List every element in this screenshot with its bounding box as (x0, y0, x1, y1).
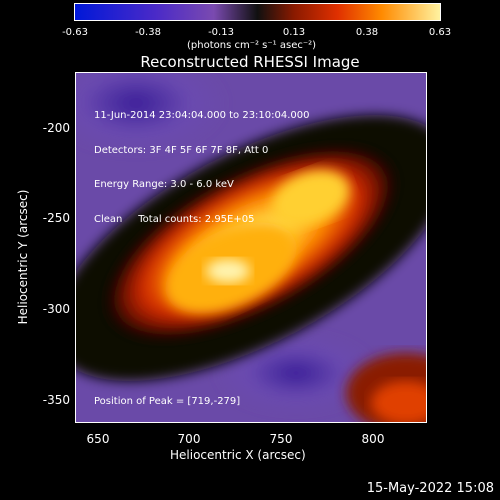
x-tick-label: 750 (269, 432, 293, 446)
info-energy-range: Energy Range: 3.0 - 6.0 keV (94, 179, 234, 190)
y-tick-label: -200 (42, 121, 70, 135)
colorbar-tick: 0.63 (428, 27, 452, 38)
image-title: Reconstructed RHESSI Image (140, 53, 360, 71)
peak-position: Position of Peak = [719,-279] (94, 396, 241, 407)
solar-image-plot: 11-Jun-2014 23:04:04.000 to 23:10:04.000… (75, 72, 427, 423)
y-tick-label: -250 (42, 211, 70, 225)
y-tick-label: -300 (42, 302, 70, 316)
x-tick-label: 650 (86, 432, 110, 446)
colorbar (74, 3, 441, 21)
intensity-map (76, 73, 426, 422)
x-tick-label: 700 (177, 432, 201, 446)
y-tick-label: -350 (42, 393, 70, 407)
colorbar-tick: -0.38 (135, 27, 161, 38)
info-algorithm-counts: Clean Total counts: 2.95E+05 (94, 213, 255, 225)
colorbar-tick: 0.13 (282, 27, 306, 38)
info-detectors: Detectors: 3F 4F 5F 6F 7F 8F, Att 0 (94, 144, 269, 156)
x-tick-label: 800 (361, 432, 385, 446)
x-axis-label: Heliocentric X (arcsec) (170, 448, 306, 462)
y-axis-label: Heliocentric Y (arcsec) (16, 189, 30, 325)
observation-info: 11-Jun-2014 23:04:04.000 to 23:10:04.000… (94, 87, 310, 248)
render-timestamp: 15-May-2022 15:08 (366, 481, 494, 496)
colorbar-tick: -0.63 (62, 27, 88, 38)
info-time-range: 11-Jun-2014 23:04:04.000 to 23:10:04.000 (94, 110, 310, 121)
colorbar-tick: 0.38 (355, 27, 379, 38)
colorbar-tick: -0.13 (208, 27, 234, 38)
colorbar-units: (photons cm⁻² s⁻¹ asec⁻²) (187, 40, 317, 51)
